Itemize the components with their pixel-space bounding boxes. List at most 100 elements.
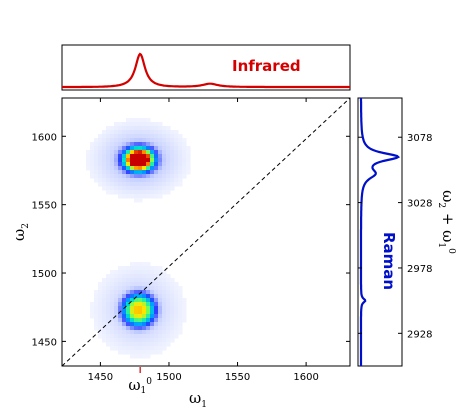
heatmap-cell bbox=[110, 154, 115, 159]
heatmap-cell bbox=[126, 314, 131, 319]
heatmap-cell bbox=[150, 178, 155, 183]
heatmap-cell bbox=[158, 338, 163, 343]
heatmap-cell bbox=[106, 166, 111, 171]
heatmap-cell bbox=[106, 294, 111, 299]
heatmap-cell bbox=[142, 294, 147, 299]
heatmap-cell bbox=[106, 290, 111, 295]
heatmap-cell bbox=[102, 282, 107, 287]
heatmap-cell bbox=[154, 142, 159, 147]
infrared-title: Infrared bbox=[232, 57, 301, 75]
heatmap-cell bbox=[158, 170, 163, 175]
heatmap-cell bbox=[142, 322, 147, 327]
heatmap-cell bbox=[166, 274, 171, 279]
heatmap-cell bbox=[122, 302, 127, 307]
heatmap-cell bbox=[150, 298, 155, 303]
heatmap-cell bbox=[146, 318, 151, 323]
heatmap-cell bbox=[106, 186, 111, 191]
heatmap-cell bbox=[110, 134, 115, 139]
heatmap-cell bbox=[114, 174, 119, 179]
heatmap-cell bbox=[134, 146, 139, 151]
heatmap-cell bbox=[154, 122, 159, 127]
heatmap-cell bbox=[114, 346, 119, 351]
heatmap-cell bbox=[90, 310, 95, 315]
heatmap-cell bbox=[122, 186, 127, 191]
heatmap-cell bbox=[118, 194, 123, 199]
heatmap-cell bbox=[126, 346, 131, 351]
heatmap-cell bbox=[110, 158, 115, 163]
heatmap-cell bbox=[86, 162, 91, 167]
heatmap-cell bbox=[146, 310, 151, 315]
heatmap-cell bbox=[130, 294, 135, 299]
heatmap-cell bbox=[110, 346, 115, 351]
heatmap-cell bbox=[126, 306, 131, 311]
main-2d-panel: 1450 1500 1550 1600 1450 1500 1550 1600 ω10 ω1… bbox=[10, 97, 351, 410]
heatmap-cell bbox=[150, 302, 155, 307]
heatmap-cell bbox=[162, 290, 167, 295]
heatmap-cell bbox=[114, 338, 119, 343]
heatmap-cell bbox=[130, 178, 135, 183]
heatmap-cell bbox=[118, 126, 123, 131]
heatmap-cell bbox=[150, 338, 155, 343]
heatmap-cell bbox=[178, 314, 183, 319]
heatmap-cell bbox=[126, 278, 131, 283]
heatmap-cell bbox=[138, 126, 143, 131]
heatmap-cell bbox=[122, 326, 127, 331]
heatmap-cell bbox=[162, 126, 167, 131]
heatmap-cell bbox=[134, 314, 139, 319]
heatmap-cell bbox=[110, 278, 115, 283]
heatmap-cell bbox=[158, 146, 163, 151]
heatmap-cell bbox=[146, 342, 151, 347]
heatmap-cell bbox=[146, 270, 151, 275]
x-tick-label: 1550 bbox=[225, 372, 250, 383]
heatmap-cell bbox=[142, 154, 147, 159]
heatmap-cell bbox=[158, 154, 163, 159]
heatmap-cell bbox=[154, 290, 159, 295]
heatmap-cell bbox=[170, 150, 175, 155]
heatmap-cell bbox=[146, 122, 151, 127]
heatmap-cell bbox=[146, 354, 151, 359]
heatmap-cell bbox=[154, 154, 159, 159]
heatmap-cell bbox=[102, 330, 107, 335]
heatmap-cell bbox=[122, 274, 127, 279]
heatmap-cell bbox=[174, 146, 179, 151]
heatmap-cell bbox=[110, 174, 115, 179]
heatmap-cell bbox=[114, 150, 119, 155]
heatmap-cell bbox=[118, 290, 123, 295]
heatmap-cell bbox=[158, 178, 163, 183]
heatmap-cell bbox=[138, 302, 143, 307]
heatmap-cell bbox=[170, 158, 175, 163]
heatmap-cell bbox=[106, 326, 111, 331]
heatmap-cell bbox=[150, 170, 155, 175]
heatmap-cell bbox=[166, 342, 171, 347]
heatmap-cell bbox=[138, 174, 143, 179]
heatmap-cell bbox=[118, 282, 123, 287]
heatmap-cell bbox=[98, 294, 103, 299]
heatmap-cell bbox=[106, 298, 111, 303]
heatmap-cell bbox=[118, 346, 123, 351]
heatmap-cell bbox=[114, 306, 119, 311]
heatmap-cell bbox=[162, 146, 167, 151]
heatmap-cell bbox=[166, 334, 171, 339]
heatmap-cell bbox=[154, 346, 159, 351]
heatmap-cell bbox=[102, 146, 107, 151]
main-frame bbox=[61, 97, 351, 367]
heatmap-cell bbox=[130, 286, 135, 291]
heatmap-cell bbox=[162, 178, 167, 183]
heatmap-cell bbox=[178, 310, 183, 315]
heatmap-cell bbox=[130, 150, 135, 155]
heatmap-cell bbox=[106, 154, 111, 159]
heatmap-cell bbox=[134, 174, 139, 179]
heatmap-cell bbox=[178, 286, 183, 291]
heatmap-cell bbox=[174, 142, 179, 147]
heatmap-cell bbox=[158, 158, 163, 163]
heatmap-cell bbox=[118, 298, 123, 303]
heatmap-cell bbox=[142, 146, 147, 151]
heatmap-cell bbox=[162, 158, 167, 163]
heatmap-cell bbox=[106, 278, 111, 283]
heatmap-cell bbox=[98, 282, 103, 287]
heatmap-cell bbox=[106, 286, 111, 291]
heatmap-cell bbox=[150, 342, 155, 347]
heatmap-cell bbox=[110, 162, 115, 167]
heatmap-cell bbox=[126, 286, 131, 291]
heatmap-cell bbox=[174, 170, 179, 175]
